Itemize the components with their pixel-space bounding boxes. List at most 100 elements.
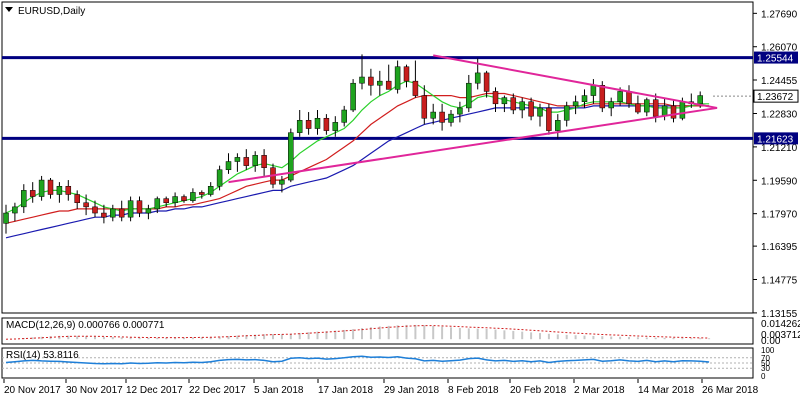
candle [234, 153, 241, 172]
time-tick-label: 26 Mar 2018 [702, 385, 759, 396]
candle-body [457, 107, 463, 115]
candle-body [581, 95, 588, 103]
time-tick-label: 5 Jan 2018 [254, 385, 304, 396]
time-tick-label: 8 Feb 2018 [448, 385, 499, 396]
candle-body [225, 161, 232, 171]
price-tick-label: 1.22830 [761, 109, 798, 120]
price-tick-label: 1.17970 [761, 210, 798, 221]
candle [74, 190, 80, 209]
candle [12, 202, 18, 222]
rsi-label: RSI(14) 53.8116 [6, 350, 79, 361]
candle-body [101, 212, 107, 218]
candle-body [572, 101, 579, 107]
candle [252, 151, 258, 172]
candle [216, 165, 223, 191]
candle-body [279, 179, 285, 185]
candle [457, 101, 463, 123]
rsi-series [2, 355, 753, 369]
candle [412, 60, 419, 98]
symbol-label: EURUSD,Daily [18, 6, 85, 17]
candle [501, 95, 508, 113]
candle-body [448, 113, 454, 123]
candle-body [403, 66, 410, 82]
candle-body [234, 157, 241, 162]
candle [118, 200, 125, 222]
candle-body [118, 208, 125, 218]
candle-body [537, 107, 543, 117]
candle [546, 103, 552, 135]
level-labels: 1.25544 1.21623 1.23672 [753, 51, 799, 145]
candle [172, 192, 178, 207]
candle-body [439, 111, 445, 123]
candle [243, 149, 250, 170]
candle-body [599, 85, 606, 109]
level-label: 1.21623 [757, 134, 794, 145]
candle-body [145, 208, 152, 214]
candle-body [341, 109, 347, 123]
candle-body [430, 111, 436, 119]
time-tick-label: 29 Jan 2018 [384, 385, 439, 396]
candle-body [110, 208, 116, 218]
candle [377, 70, 383, 96]
candle-body [127, 200, 134, 218]
trendline [228, 106, 718, 184]
macd-panel-frame [1, 317, 754, 345]
rsi-scale-label: 50 [761, 359, 770, 368]
candle [47, 178, 54, 199]
candle-body [296, 120, 303, 133]
candle [537, 103, 543, 127]
current-price-label: 1.23672 [757, 92, 794, 103]
candle [190, 188, 196, 203]
candle [279, 175, 285, 193]
candle [439, 103, 445, 131]
candle [430, 103, 436, 125]
candle [56, 182, 63, 203]
candle [572, 95, 579, 115]
candle-body [377, 80, 383, 86]
candle [29, 182, 36, 203]
candle-body [136, 200, 143, 214]
candle-body [243, 157, 250, 166]
macd-signal-line [5, 325, 710, 340]
candle-body [92, 206, 98, 214]
candle [644, 97, 650, 117]
candle-body [652, 99, 659, 117]
candle-body [172, 196, 178, 203]
candle-body [38, 179, 45, 197]
candle [83, 194, 89, 216]
macd-scale-label: 0.014262 [761, 319, 800, 330]
candle [466, 74, 472, 113]
candle-body [555, 120, 561, 131]
candle-body [288, 132, 294, 181]
candle-body [323, 117, 330, 131]
candle [519, 97, 525, 119]
candle-body [510, 97, 517, 111]
candle-body [590, 85, 597, 96]
candle-body [332, 122, 339, 131]
time-tick-label: 20 Nov 2017 [4, 385, 61, 396]
candle-body [56, 186, 63, 195]
rsi-scale-label: 100 [761, 346, 775, 355]
price-panel-frame [1, 1, 754, 314]
level-label-bg [754, 51, 798, 64]
rsi-scale-label: 30 [761, 364, 770, 373]
macd-series [5, 324, 711, 340]
candle-body [474, 72, 481, 84]
candle-body [252, 155, 258, 166]
candle [92, 200, 98, 218]
macd-scale-label: 0.00 [761, 336, 781, 347]
candle-body [501, 97, 508, 105]
price-tick-label: 1.26070 [761, 43, 798, 54]
candle-body [528, 101, 534, 117]
candle [199, 190, 205, 199]
candle-body [29, 190, 36, 197]
candle [528, 97, 534, 121]
candle [288, 128, 294, 183]
candle-body [421, 95, 428, 119]
candle-body [635, 103, 641, 113]
candle-body [154, 198, 161, 210]
candle [385, 64, 392, 90]
candle-body [483, 72, 490, 92]
